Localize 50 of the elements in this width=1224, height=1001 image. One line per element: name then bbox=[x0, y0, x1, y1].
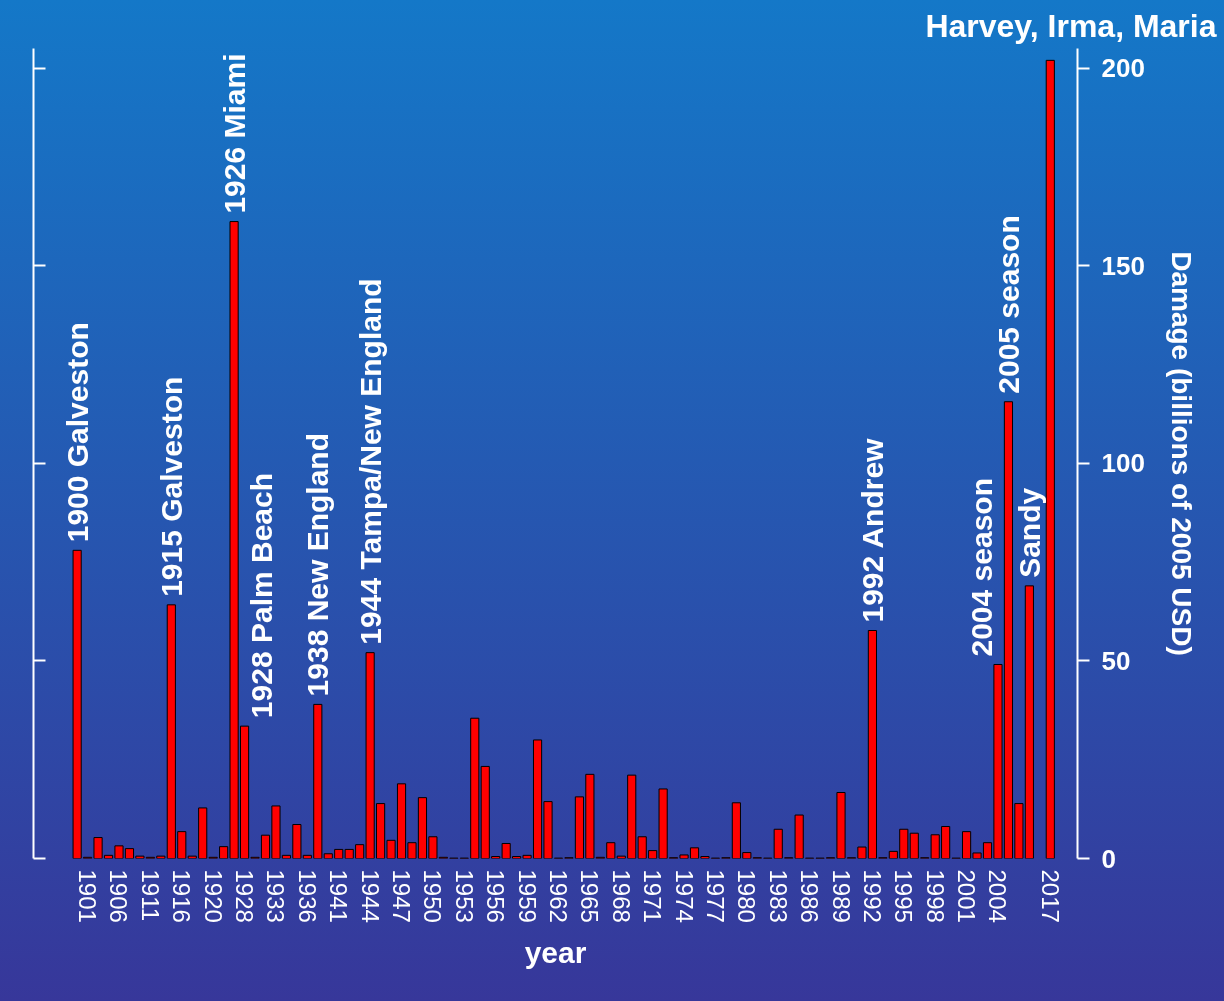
x-tick-label: 1950 bbox=[419, 869, 447, 923]
x-axis-title: year bbox=[524, 935, 587, 969]
annotation: 1915 Galveston bbox=[154, 376, 188, 597]
x-tick-label: 1959 bbox=[513, 869, 541, 923]
x-tick-label: 1965 bbox=[576, 869, 604, 923]
y-tick-label: 200 bbox=[1101, 53, 1145, 84]
x-tick-label: 1933 bbox=[262, 869, 290, 923]
x-tick-label: 1947 bbox=[388, 869, 416, 923]
annotation: 1900 Galveston bbox=[60, 322, 94, 543]
annotation: 1944 Tampa/New England bbox=[353, 278, 387, 645]
x-tick-label: 1928 bbox=[231, 869, 259, 923]
annotation: 1926 Miami bbox=[217, 53, 251, 214]
x-tick-label: 1971 bbox=[639, 869, 667, 923]
y-tick-label: 0 bbox=[1101, 843, 1116, 874]
annotation: 1928 Palm Beach bbox=[244, 472, 278, 719]
x-tick-label: 1941 bbox=[325, 869, 353, 923]
x-tick-label: 1962 bbox=[544, 869, 572, 923]
x-tick-label: 1944 bbox=[356, 869, 384, 923]
x-tick-label: 1989 bbox=[827, 869, 855, 923]
bar bbox=[1045, 59, 1055, 859]
y-tick-label: 150 bbox=[1101, 250, 1145, 281]
x-tick-label: 1936 bbox=[293, 869, 321, 923]
x-tick-label: 1998 bbox=[921, 869, 949, 923]
annotation: Sandy bbox=[1012, 487, 1046, 578]
y-tick-label: 50 bbox=[1101, 645, 1131, 676]
text: Harvey, Irma, Maria bbox=[925, 7, 1217, 44]
x-tick-label: 2001 bbox=[953, 869, 981, 923]
x-tick-label: 1916 bbox=[168, 869, 196, 923]
x-tick-label: 2004 bbox=[984, 869, 1012, 923]
y-axis-title: Damage (billions of 2005 USD) bbox=[1165, 251, 1197, 656]
x-tick-label: 1901 bbox=[74, 869, 102, 923]
annotation: 2004 season bbox=[964, 478, 998, 657]
annotation: 1992 Andrew bbox=[855, 437, 889, 623]
x-tick-label: 1977 bbox=[701, 869, 729, 923]
x-tick-label: 1906 bbox=[105, 869, 133, 923]
x-tick-label: 2017 bbox=[1036, 869, 1064, 923]
x-tick-label: 1920 bbox=[199, 869, 227, 923]
x-tick-label: 1956 bbox=[482, 869, 510, 923]
x-tick-label: 1992 bbox=[858, 869, 886, 923]
annotation: 2005 season bbox=[991, 215, 1025, 394]
annotation: 1938 New England bbox=[301, 432, 335, 697]
x-tick-label: 1974 bbox=[670, 869, 698, 923]
x-tick-label: 1986 bbox=[796, 869, 824, 923]
x-tick-label: 1980 bbox=[733, 869, 761, 923]
x-tick-label: 1953 bbox=[450, 869, 478, 923]
y-tick-label: 100 bbox=[1101, 448, 1145, 479]
x-tick-label: 1983 bbox=[764, 869, 792, 923]
x-tick-label: 1968 bbox=[607, 869, 635, 923]
x-tick-label: 1911 bbox=[136, 869, 164, 922]
x-tick-label: 1995 bbox=[890, 869, 918, 923]
